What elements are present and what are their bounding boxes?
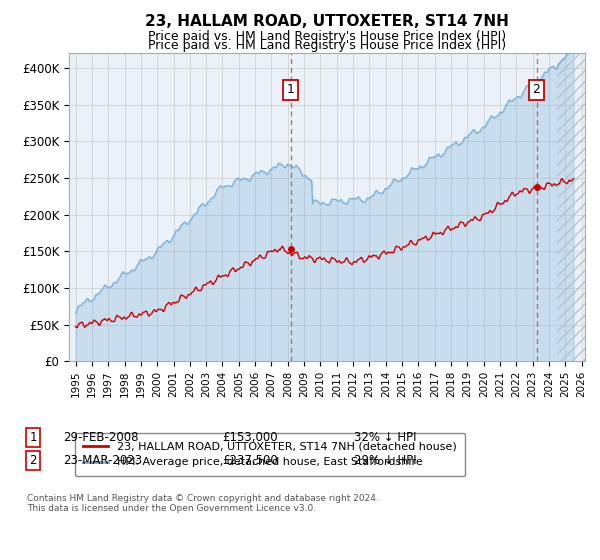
Text: £153,000: £153,000 [222, 431, 278, 445]
Bar [557, 53, 593, 361]
Text: 23-MAR-2023: 23-MAR-2023 [63, 454, 142, 467]
Text: 32% ↓ HPI: 32% ↓ HPI [354, 431, 416, 445]
Text: Price paid vs. HM Land Registry's House Price Index (HPI): Price paid vs. HM Land Registry's House … [148, 30, 506, 43]
Text: 1: 1 [29, 431, 37, 445]
Title: Price paid vs. HM Land Registry's House Price Index (HPI): Price paid vs. HM Land Registry's House … [148, 39, 506, 52]
Text: 1: 1 [287, 83, 295, 96]
Text: Contains HM Land Registry data © Crown copyright and database right 2024.
This d: Contains HM Land Registry data © Crown c… [27, 494, 379, 514]
Legend: 23, HALLAM ROAD, UTTOXETER, ST14 7NH (detached house), HPI: Average price, detac: 23, HALLAM ROAD, UTTOXETER, ST14 7NH (de… [74, 433, 466, 477]
Text: 23, HALLAM ROAD, UTTOXETER, ST14 7NH: 23, HALLAM ROAD, UTTOXETER, ST14 7NH [145, 14, 509, 29]
Text: 29% ↓ HPI: 29% ↓ HPI [354, 454, 416, 467]
Text: 29-FEB-2008: 29-FEB-2008 [63, 431, 139, 445]
Text: 2: 2 [533, 83, 541, 96]
Text: 2: 2 [29, 454, 37, 467]
Text: £237,500: £237,500 [222, 454, 278, 467]
